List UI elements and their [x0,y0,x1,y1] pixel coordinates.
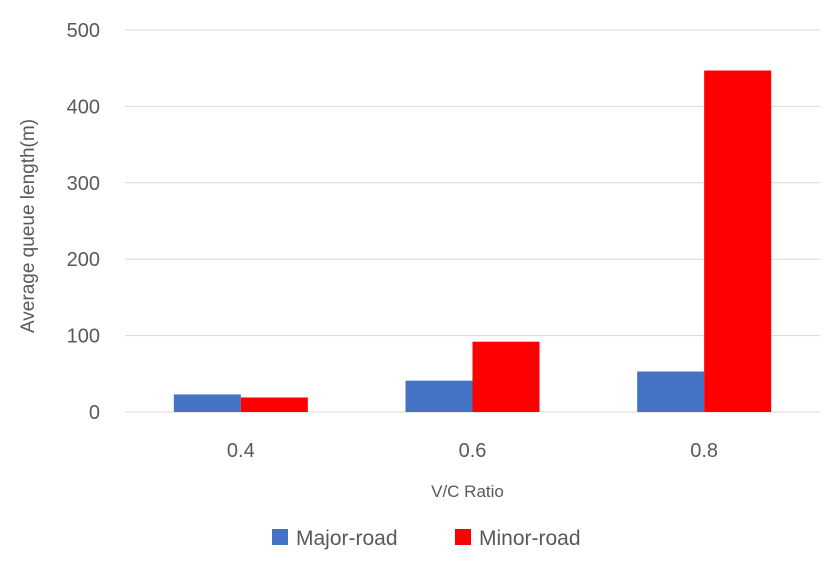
legend-label-major-road: Major-road [296,527,398,550]
y-tick-label: 100 [67,326,100,348]
x-tick-label: 0.6 [459,440,487,462]
bar-minor-road-0.4 [240,397,308,412]
y-axis-ticks: 0 100 200 300 400 500 [67,20,100,424]
bar-major-road-0.6 [405,380,473,412]
y-tick-label: 300 [67,173,100,195]
y-tick-label: 500 [67,20,100,42]
bar-major-road-0.8 [637,371,705,412]
legend: Major-road Minor-road [272,527,581,550]
x-tick-label: 0.8 [690,440,718,462]
legend-swatch-major-road [272,529,288,545]
y-tick-label: 400 [67,96,100,118]
bar-major-road-0.4 [173,394,241,412]
legend-label-minor-road: Minor-road [479,527,581,550]
bars [173,70,772,412]
y-tick-label: 200 [67,249,100,271]
y-axis-title: Average queue length(m) [18,119,39,333]
legend-swatch-minor-road [455,529,471,545]
bar-minor-road-0.6 [472,341,540,412]
x-tick-label: 0.4 [227,440,255,462]
x-axis-title: V/C Ratio [431,482,504,501]
bar-minor-road-0.8 [704,70,772,412]
x-axis-ticks: 0.4 0.6 0.8 [227,440,718,462]
y-tick-label: 0 [89,402,100,424]
